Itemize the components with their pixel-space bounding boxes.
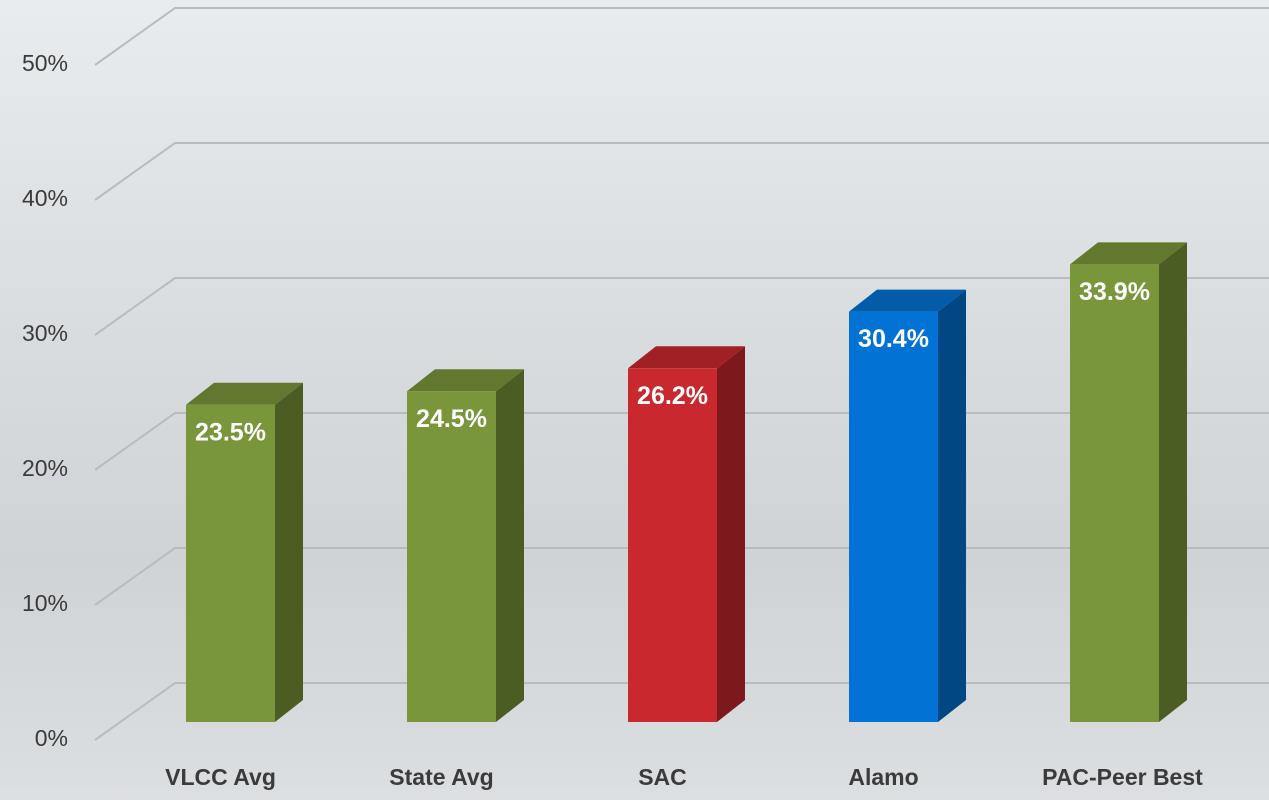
x-tick-label: SAC bbox=[638, 764, 687, 790]
bar bbox=[1070, 264, 1159, 722]
value-label: 23.5% bbox=[195, 418, 266, 446]
value-label: 26.2% bbox=[637, 382, 708, 410]
y-tick-label: 0% bbox=[35, 725, 68, 751]
chart: 0% 10% 20% 30% 40% 50% 23.5% VLCC Avg 24.5% State… bbox=[0, 0, 1269, 800]
x-tick-label: PAC-Peer Best bbox=[1042, 764, 1203, 790]
x-tick-label: Alamo bbox=[848, 764, 918, 790]
y-tick-label: 20% bbox=[22, 455, 68, 481]
x-tick-label: VLCC Avg bbox=[165, 764, 276, 790]
bar-side bbox=[938, 290, 966, 722]
bar-side bbox=[1159, 242, 1187, 722]
value-label: 24.5% bbox=[416, 405, 487, 433]
y-tick-label: 10% bbox=[22, 590, 68, 616]
bar bbox=[186, 405, 275, 722]
y-tick-label: 40% bbox=[22, 185, 68, 211]
value-label: 30.4% bbox=[858, 325, 929, 353]
bar-side bbox=[496, 369, 524, 722]
grid-line bbox=[95, 143, 1269, 200]
bar bbox=[407, 391, 496, 722]
y-tick-label: 30% bbox=[22, 320, 68, 346]
y-tick-label: 50% bbox=[22, 50, 68, 76]
grid-line bbox=[95, 8, 1269, 65]
value-label: 33.9% bbox=[1079, 278, 1150, 306]
x-tick-label: State Avg bbox=[389, 764, 493, 790]
bar bbox=[628, 368, 717, 722]
bar-side bbox=[275, 383, 303, 722]
bar-side bbox=[717, 346, 745, 722]
bar bbox=[849, 312, 938, 722]
